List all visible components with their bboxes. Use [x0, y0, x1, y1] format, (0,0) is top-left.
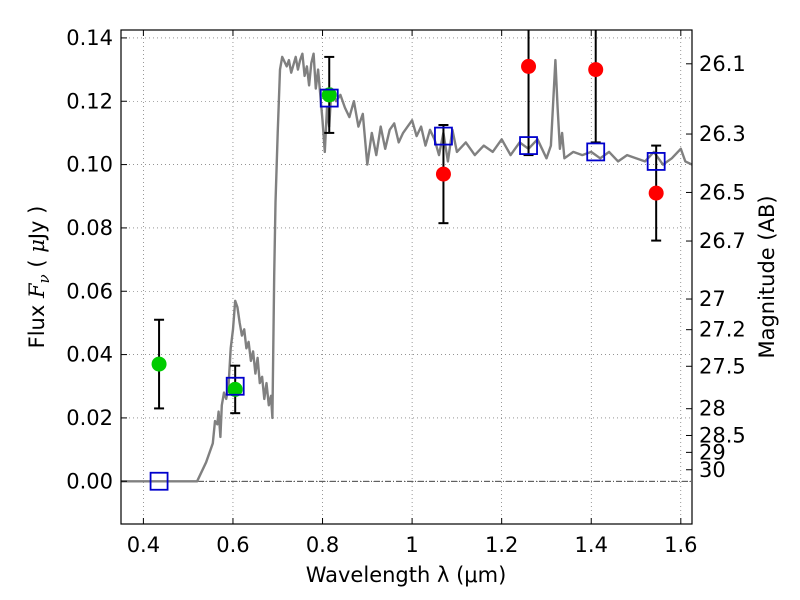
green-photometry-point: [321, 87, 337, 103]
model-flux-square: [434, 126, 453, 146]
y-tick-label: 0.14: [66, 26, 113, 50]
magnitude-tick-label: 27.2: [699, 318, 746, 342]
y-axis-ticks: 0.00 0.02 0.04 0.06 0.08 0.10 0.12 0.14: [66, 26, 127, 493]
model-flux-square: [519, 136, 538, 155]
magnitude-tick-label: 26.5: [699, 180, 746, 204]
photometry-markers: [149, 58, 666, 491]
magnitude-tick-label: 26.3: [699, 122, 746, 146]
x-tick-label: 1.6: [664, 533, 697, 557]
red-photometry-point: [521, 58, 537, 74]
green-photometry-point: [227, 381, 243, 397]
model-flux-square: [149, 471, 169, 491]
x-tick-label: 0.8: [306, 533, 339, 557]
y-axis-label-unit: Jy ): [25, 206, 49, 242]
y-tick-label: 0.12: [66, 89, 113, 113]
magnitude-tick-label: 28.5: [699, 423, 746, 447]
plot-frame: [120, 29, 693, 525]
y-tick-label: 0.06: [66, 279, 113, 303]
error-bars: [154, 30, 662, 415]
magnitude-tick-label: 26.7: [699, 229, 746, 253]
red-photometry-point: [435, 166, 451, 182]
magnitude-tick-label: 26.1: [699, 52, 746, 76]
x-tick-label: 1.2: [485, 533, 518, 557]
model-flux-square: [646, 152, 666, 171]
plot-background: [121, 30, 692, 524]
magnitude-tick-label: 30: [699, 458, 726, 482]
y-axis-label-mu: μ: [25, 239, 49, 253]
y-tick-label: 0.00: [66, 469, 113, 493]
x-axis-ticks: 0.4 0.6 0.8 1 1.2 1.4 1.6: [127, 30, 698, 557]
y-tick-label: 0.10: [66, 153, 113, 177]
model-flux-square: [586, 142, 606, 162]
x-tick-label: 0.6: [216, 533, 249, 557]
y-axis-label-text: Flux: [25, 298, 49, 348]
y-tick-label: 0.04: [66, 343, 113, 367]
model-flux-square: [225, 376, 245, 396]
red-photometry-point: [588, 62, 604, 78]
x-tick-label: 1.4: [575, 533, 608, 557]
magnitude-tick-label: 28: [699, 397, 726, 421]
y-axis-label-subscript: ν: [35, 274, 53, 283]
y-tick-label: 0.02: [66, 406, 113, 430]
magnitude-tick-label: 27: [699, 287, 726, 311]
magnitude-tick-label: 29: [699, 440, 726, 464]
x-tick-label: 1: [405, 533, 418, 557]
y-axis-label: Flux Fν ( μJy ): [25, 206, 53, 349]
x-tick-label: 0.4: [127, 533, 160, 557]
y-tick-label: 0.08: [66, 216, 113, 240]
magnitude-tick-label: 27.5: [699, 354, 746, 378]
x-axis-label: Wavelength λ (μm): [306, 563, 507, 587]
green-photometry-point: [151, 356, 167, 372]
model-flux-square: [319, 88, 339, 108]
red-photometry-point: [648, 185, 664, 201]
magnitude-axis-label: Magnitude (AB): [755, 195, 779, 358]
y-axis-label-symbol: F: [25, 282, 49, 299]
y-axis-label-paren: (: [25, 253, 49, 275]
